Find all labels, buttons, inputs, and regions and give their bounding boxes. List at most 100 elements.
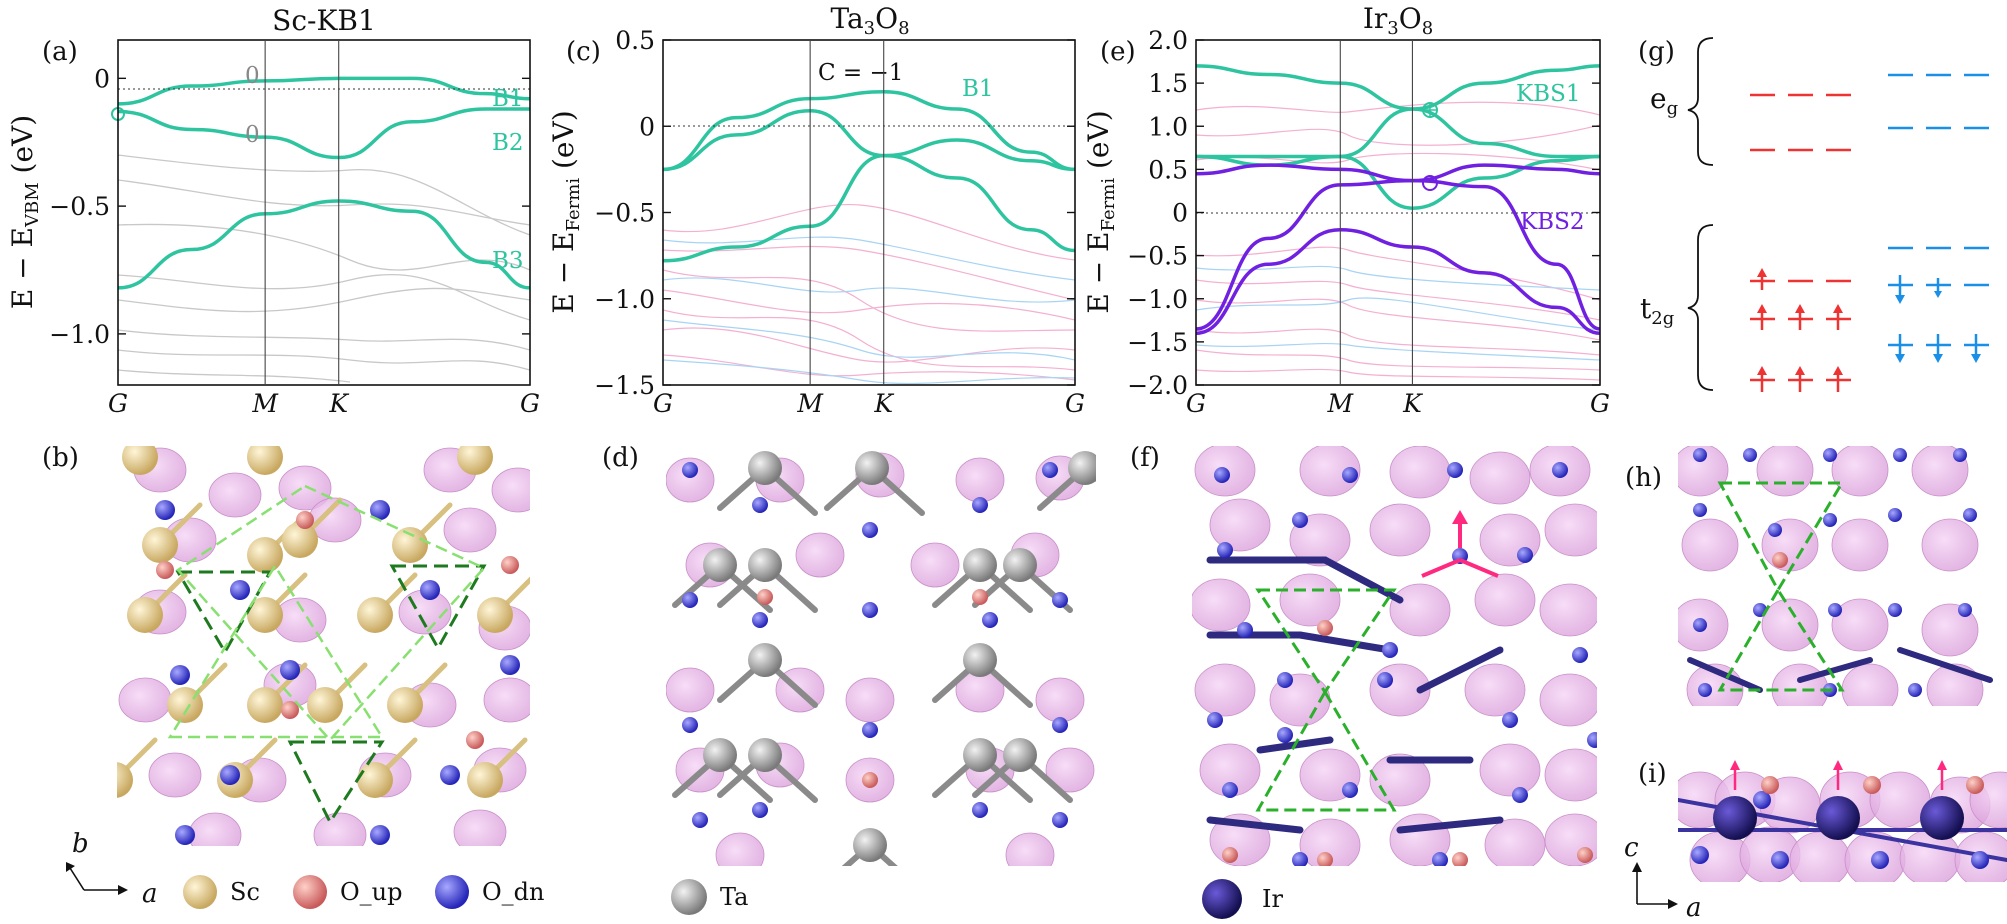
band-line-a-1: [118, 76, 530, 106]
charge-density-lobe: [1831, 446, 1889, 497]
panel-label-c: (c): [566, 37, 601, 67]
kpoint-label-G: G: [653, 389, 673, 418]
kpoint-label-K: K: [873, 389, 894, 418]
kpoint-label-G: G: [1590, 389, 1610, 418]
y-tick-label: 1.0: [1148, 112, 1188, 141]
o-dn-atom: [1693, 448, 1707, 462]
charge-density-lobe: [1539, 673, 1597, 727]
sc-atom: [282, 522, 318, 558]
charge-density-lobe: [1831, 518, 1889, 572]
charge-density-lobe: [1369, 503, 1431, 557]
o-up-atom: [156, 561, 174, 579]
legend-swatch-sc: [183, 875, 217, 909]
charge-density-lobe: [1045, 747, 1095, 793]
o-dn-atom: [1277, 672, 1293, 688]
o-dn-atom: [1277, 727, 1293, 743]
charge-density-lobe: [1761, 598, 1819, 652]
band-label-B2: B2: [492, 130, 524, 156]
y-tick-label: 1.5: [1148, 69, 1188, 98]
charge-density-lobe: [1389, 446, 1451, 499]
charge-density-lobe: [910, 542, 960, 588]
sc-atom: [122, 446, 158, 475]
legend-label-ta: Ta: [720, 883, 748, 911]
o-dn-atom: [1888, 508, 1902, 522]
kpoint-label-G: G: [1065, 389, 1085, 418]
charge-density-lobe: [1194, 663, 1256, 717]
o-dn-atom: [1052, 812, 1068, 828]
ta-atom: [963, 643, 997, 677]
sc-atom: [307, 687, 343, 723]
sc-atom: [357, 597, 393, 633]
sc-atom: [357, 762, 393, 798]
o-dn-atom: [972, 497, 988, 513]
o-dn-atom: [1292, 512, 1308, 528]
y-tick-label: 0: [1172, 199, 1188, 228]
kagome-triangle-h-bottom: [1717, 587, 1845, 692]
legend-swatch-ta: [671, 879, 707, 915]
o-dn-atom: [1512, 787, 1528, 803]
o-dn-atom: [1587, 732, 1597, 748]
o-up-atom: [296, 511, 314, 529]
y-tick-label: 0.5: [615, 26, 655, 55]
charge-density-lobe: [1681, 518, 1739, 572]
ta-atom: [853, 828, 887, 862]
charge-density-lobe: [118, 677, 172, 723]
chern-number-label: C = −1: [818, 60, 903, 86]
bond: [1321, 556, 1404, 604]
ir-atom: [1713, 796, 1757, 840]
sc-atom: [127, 597, 163, 633]
y-ticks-e: 2.0 1.5 1.0 0.5 0 −0.5 −1.0 −1.5 −2.0: [1127, 26, 1600, 400]
o-dn-atom: [230, 580, 250, 600]
bond: [1416, 646, 1504, 694]
bond: [1797, 657, 1873, 683]
o-dn-atom: [1893, 448, 1907, 462]
kpoint-label-G: G: [1186, 389, 1206, 418]
sc-atom: [247, 537, 283, 573]
charge-density-lobe: [715, 832, 765, 866]
o-dn-atom: [1971, 851, 1989, 869]
structure-d: [666, 451, 1096, 866]
ta-atom: [748, 738, 782, 772]
eg-brace: [1687, 37, 1714, 166]
y-tick-label: −0.5: [49, 192, 110, 221]
band-label-KBS2: KBS2: [1520, 209, 1584, 235]
y-tick-label: −1.5: [594, 371, 655, 400]
o-dn-atom: [175, 825, 195, 845]
spin-up-arrowheads: [1757, 268, 1843, 375]
legend-label-ir: Ir: [1262, 885, 1283, 913]
o-up-atom: [1452, 852, 1468, 866]
o-up-atom: [1863, 776, 1881, 794]
o-up-atom: [862, 772, 878, 788]
charge-density-lobe: [453, 809, 507, 846]
o-up-atom: [1966, 776, 1984, 794]
charge-density-lobe: [491, 467, 530, 513]
y-ticks-a: 0 −0.5 −1.0: [49, 64, 530, 349]
o-up-atom: [1772, 552, 1788, 568]
o-dn-atom: [1517, 547, 1533, 563]
band-line-e-4: [1196, 163, 1600, 183]
spin-arrowhead: [1833, 760, 1843, 770]
o-up-atom: [1317, 620, 1333, 636]
ta-atom: [963, 548, 997, 582]
kagome-triangle-1: [175, 570, 273, 656]
legend-swatch-o-dn: [435, 875, 469, 909]
sc-atom: [247, 446, 283, 475]
charge-density-lobe: [1539, 583, 1597, 637]
charge-density-lobe: [1921, 603, 1979, 657]
o-up-atom: [1577, 847, 1593, 863]
o-dn-atom: [1222, 782, 1238, 798]
charge-density-lobe: [1192, 578, 1251, 632]
charge-density-lobe: [1469, 451, 1531, 505]
legend-b: Sc O_up O_dn: [183, 875, 545, 909]
ta-atom: [855, 451, 889, 485]
sc-atom: [457, 446, 493, 475]
o-up-atom: [501, 556, 519, 574]
bond: [1897, 647, 1993, 683]
o-dn-atom: [1691, 846, 1709, 864]
o-dn-atom: [1572, 647, 1588, 663]
panel-label-i: (i): [1638, 759, 1667, 789]
axes-frame-a: [117, 39, 531, 386]
o-up-atom: [466, 731, 484, 749]
charge-density-lobe: [666, 667, 715, 713]
